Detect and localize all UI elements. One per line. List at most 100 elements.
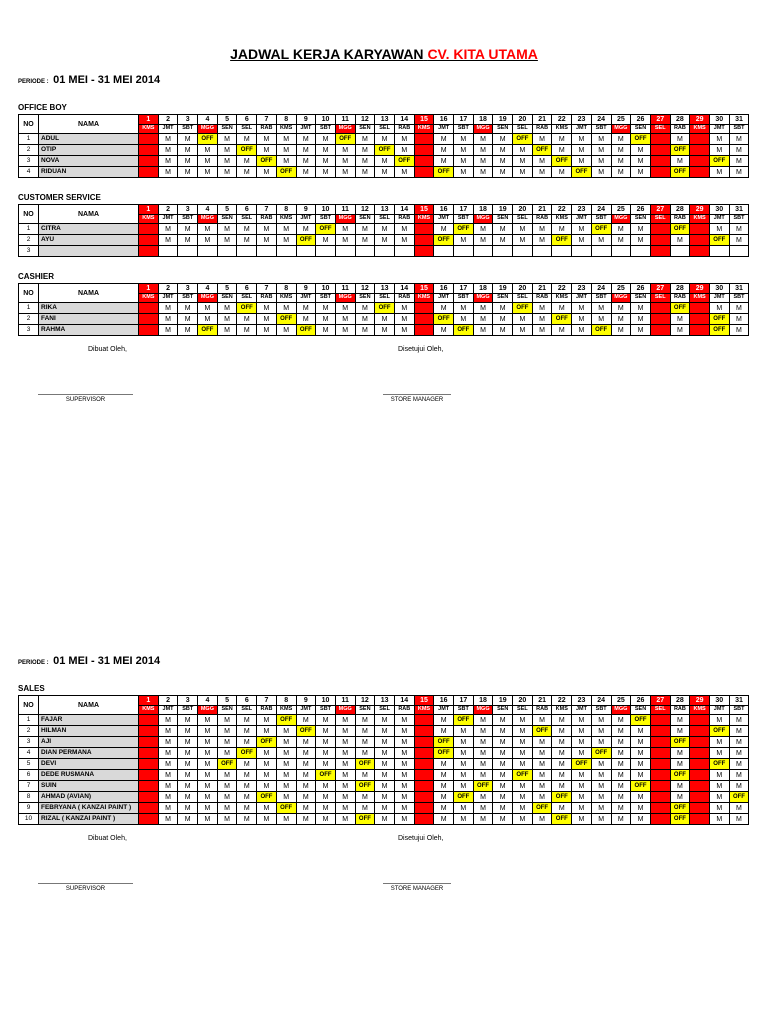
day-name-header: RAB (256, 214, 277, 224)
employee-row: 5 DEVI M M M OFF M M M M M M OFF M M M M M M M M M OFF M M M M OFF M (18, 758, 750, 770)
day-name-header: MGG (610, 124, 632, 134)
day-name-header: SBT (728, 705, 750, 715)
employee-row: 3 AJI M M M M M OFF M M M M M M M OFF M M M M M M M M M M OFF M M (18, 736, 750, 748)
day-number-header: 22 (551, 204, 573, 215)
schedule-day-cell: M (708, 802, 730, 814)
day-number-header: 22 (551, 695, 573, 706)
schedule-day-cell: M (334, 144, 356, 156)
day-name-header: JMT (708, 214, 730, 224)
schedule-day-cell: M (512, 747, 533, 759)
employee-row: 8 AHMAD (AVIAN) M M M M M OFF M M M M M M M M OFF M M M M OFF… (18, 791, 750, 803)
employee-name: DEDE RUSMANA (38, 769, 139, 781)
schedule-day-cell: M (512, 166, 533, 178)
schedule-day-cell: M (315, 780, 336, 792)
day-number-header: 21 (531, 283, 553, 294)
day-name-header: RAB (669, 293, 691, 303)
schedule-day-cell (138, 736, 159, 748)
day-name-header: SEN (630, 124, 651, 134)
day-name-header: SBT (177, 124, 199, 134)
employee-name (38, 245, 139, 257)
day-number-header: 13 (374, 204, 395, 215)
col-header-nama: NAMA (38, 204, 139, 224)
schedule-day-cell: M (590, 725, 612, 737)
schedule-day-cell: M (433, 802, 454, 814)
schedule-day-cell: M (492, 302, 514, 314)
schedule-day-cell (334, 245, 356, 257)
schedule-day-cell: M (610, 780, 632, 792)
employee-no: 1 (18, 714, 39, 726)
schedule-day-cell: M (315, 133, 336, 145)
schedule-day-cell: M (236, 758, 258, 770)
schedule-day-cell (571, 245, 592, 257)
day-number-header: 20 (512, 204, 533, 215)
schedule-day-cell: M (256, 780, 277, 792)
day-name-header: MGG (334, 214, 356, 224)
day-number-header: 16 (433, 204, 454, 215)
schedule-day-cell (138, 747, 159, 759)
employee-name: RIDUAN (38, 166, 139, 178)
schedule-day-cell (689, 791, 710, 803)
schedule-day-cell: M (236, 324, 258, 336)
schedule-day-cell: M (334, 313, 356, 325)
store-manager-signature-line: STORE MANAGER (383, 394, 451, 403)
schedule-day-cell: M (334, 736, 356, 748)
schedule-day-cell (649, 758, 671, 770)
schedule-day-cell: M (708, 736, 730, 748)
schedule-day-cell: M (393, 166, 415, 178)
schedule-day-cell: M (393, 769, 415, 781)
day-number-header: 26 (630, 695, 651, 706)
schedule-day-cell: M (334, 223, 356, 235)
employee-no: 9 (18, 802, 39, 814)
day-number-header: 4 (197, 283, 218, 294)
schedule-day-cell: M (295, 813, 317, 825)
schedule-day-cell: M (728, 166, 750, 178)
schedule-day-cell: M (433, 144, 454, 156)
schedule-day-cell: M (512, 813, 533, 825)
schedule-day-cell: M (472, 234, 494, 246)
day-number-header: 15 (413, 114, 435, 125)
day-number-header: 13 (374, 283, 395, 294)
schedule-day-cell: M (177, 791, 199, 803)
schedule-day-cell: M (197, 144, 218, 156)
schedule-day-cell: OFF (236, 144, 258, 156)
schedule-day-cell: OFF (531, 802, 553, 814)
schedule-tables-top: OFFICE BOY NO NAMA 1 2 3 4 5 6 7 8 9 10 11 12 13 14 15 16 1… (0, 103, 768, 336)
day-name-header: SBT (728, 124, 750, 134)
schedule-day-cell: M (728, 758, 750, 770)
schedule-day-cell: M (315, 736, 336, 748)
employee-row: 3 (18, 245, 750, 257)
schedule-day-cell: M (374, 813, 395, 825)
day-number-header: 15 (413, 695, 435, 706)
schedule-day-cell: M (630, 166, 651, 178)
col-header-no: NO (18, 114, 39, 134)
dibuat-oleh-label: Dibuat Oleh, (88, 835, 127, 842)
day-name-header: MGG (472, 214, 494, 224)
schedule-day-cell: OFF (275, 166, 297, 178)
schedule-day-cell (138, 791, 159, 803)
header-row-day-names: KMS JMT SBT MGG SEN SEL RAB KMS JMT SBT MGG SEN SEL R… (19, 124, 750, 134)
schedule-day-cell (689, 313, 710, 325)
schedule-day-cell: M (512, 758, 533, 770)
day-name-header: RAB (393, 214, 415, 224)
schedule-day-cell: OFF (590, 747, 612, 759)
schedule-day-cell: M (610, 155, 632, 167)
schedule-day-cell: M (571, 302, 592, 314)
schedule-day-cell: M (393, 324, 415, 336)
schedule-day-cell (413, 133, 435, 145)
schedule-day-cell: M (531, 223, 553, 235)
schedule-day-cell (649, 813, 671, 825)
day-name-header: RAB (669, 124, 691, 134)
schedule-day-cell: M (728, 802, 750, 814)
day-number-header: 23 (571, 114, 592, 125)
employee-name: AYU (38, 234, 139, 246)
day-name-header: SBT (177, 293, 199, 303)
schedule-day-cell: M (315, 725, 336, 737)
day-number-header: 8 (275, 695, 297, 706)
schedule-day-cell: M (216, 133, 238, 145)
schedule-day-cell: M (472, 302, 494, 314)
day-number-header: 18 (472, 695, 494, 706)
day-name-header: SEN (492, 705, 514, 715)
schedule-day-cell: OFF (551, 234, 573, 246)
schedule-day-cell: OFF (630, 714, 651, 726)
schedule-day-cell: M (295, 166, 317, 178)
